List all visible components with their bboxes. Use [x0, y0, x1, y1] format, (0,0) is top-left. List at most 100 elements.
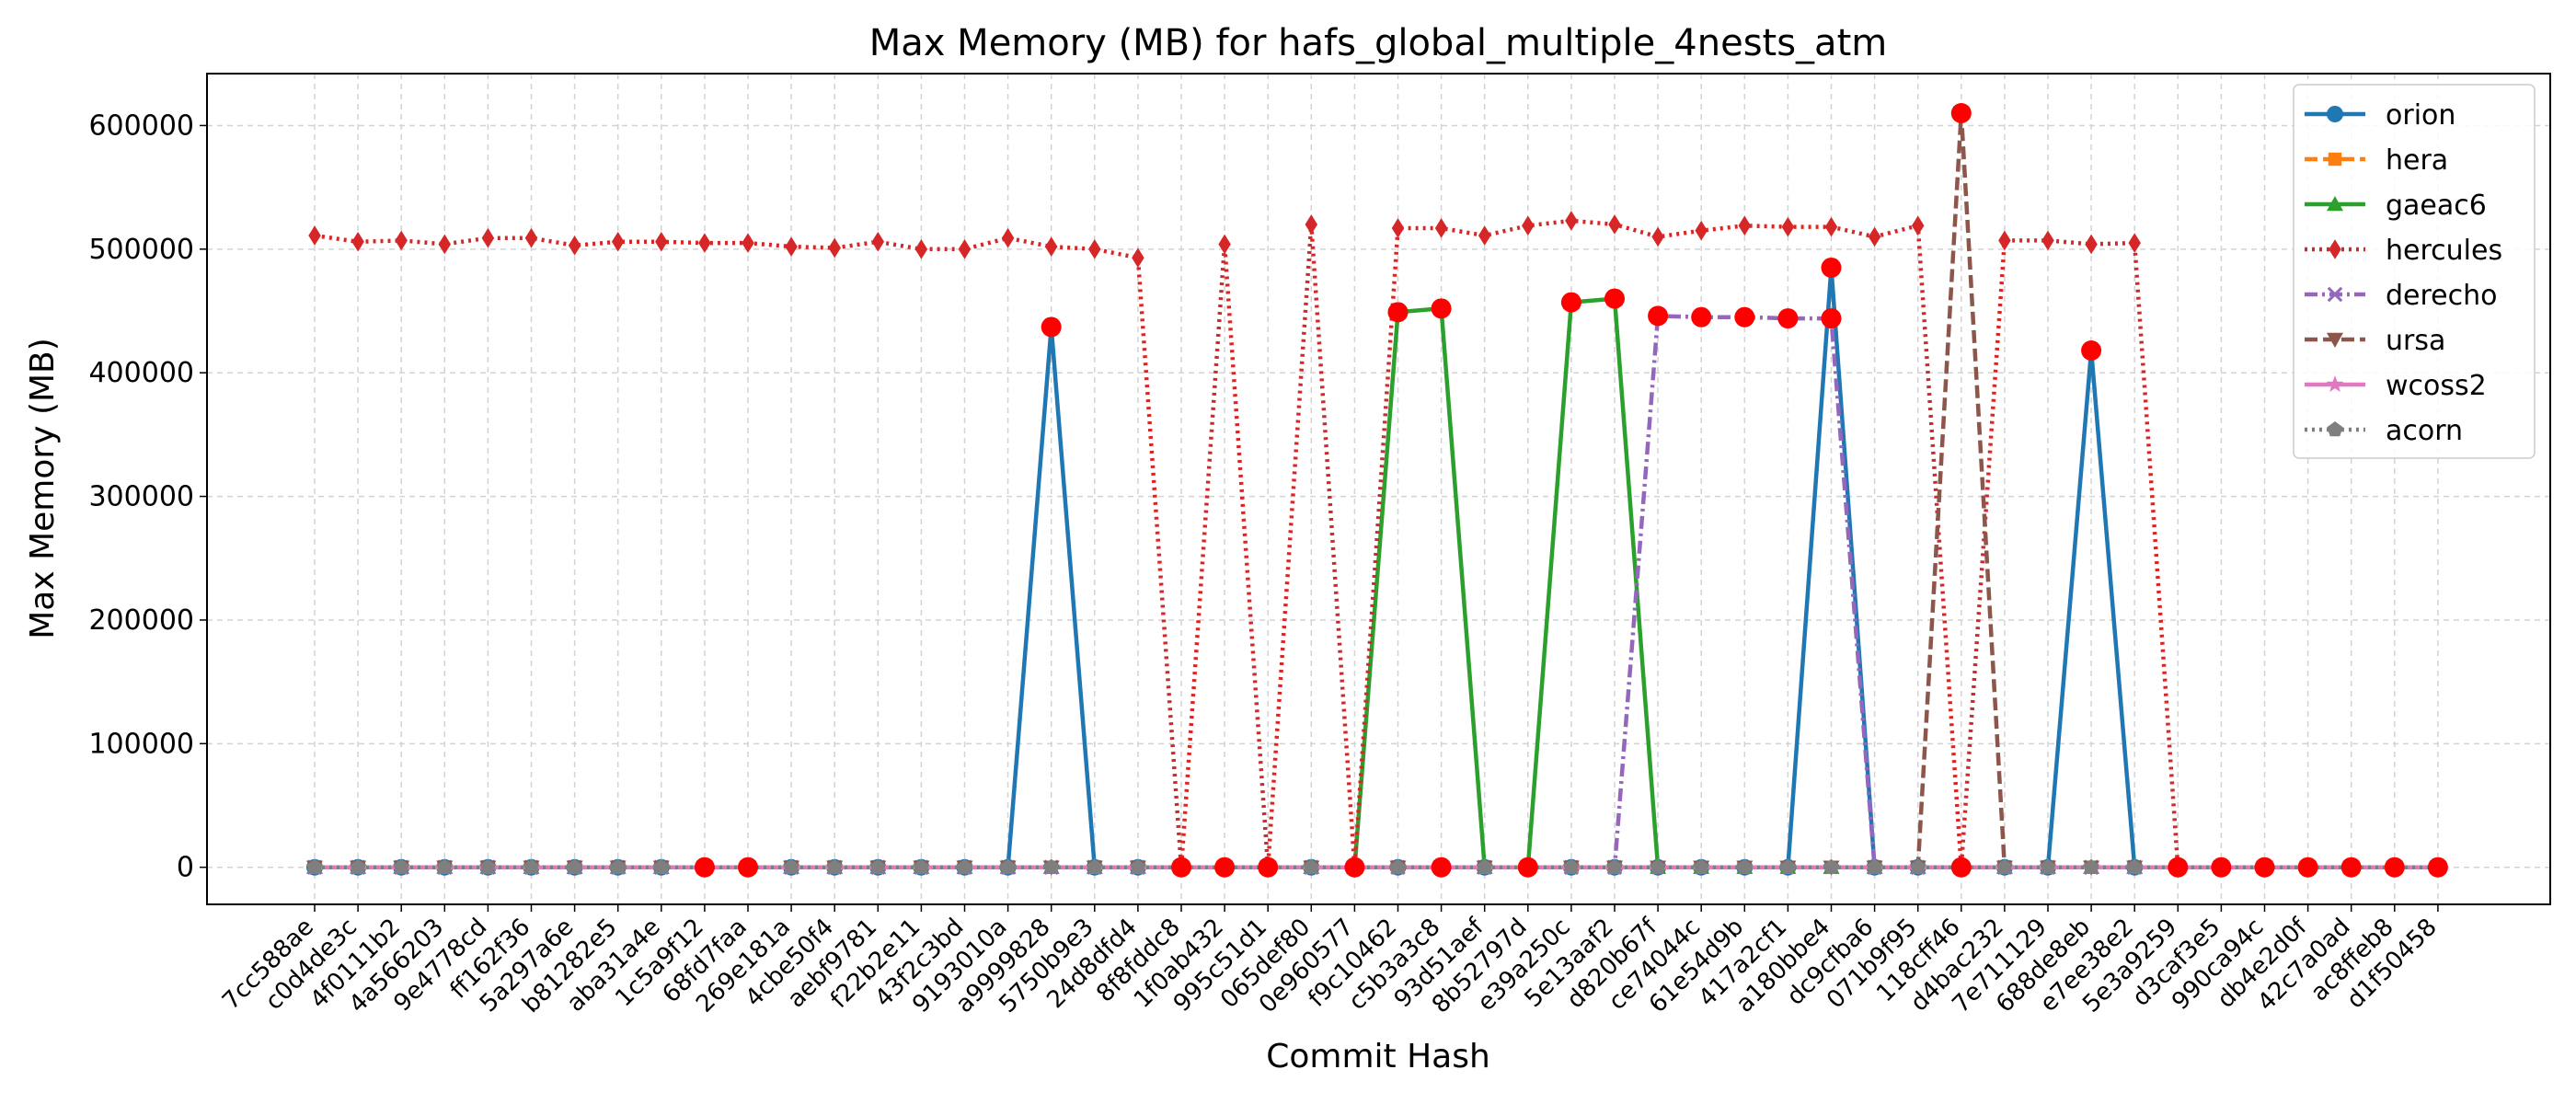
data-point	[2327, 286, 2343, 303]
highlight-point	[1950, 103, 1972, 123]
chart-title: Max Memory (MB) for hafs_global_multiple…	[869, 22, 1887, 64]
legend-item-gaeac6: gaeac6	[2305, 190, 2487, 222]
data-point	[1867, 858, 1883, 874]
highlight-point	[2427, 857, 2448, 878]
data-point	[1650, 858, 1666, 874]
data-point	[913, 858, 929, 874]
highlight-point	[1648, 305, 1669, 327]
y-tick-label: 100000	[88, 728, 194, 760]
highlight-point	[1950, 857, 1972, 878]
highlight-point	[1041, 316, 1062, 338]
legend-item-ursa: ursa	[2305, 325, 2445, 357]
highlight-point	[2384, 857, 2405, 878]
data-point	[1651, 226, 1664, 247]
data-point	[1478, 225, 1491, 246]
highlight-point	[2340, 857, 2362, 878]
data-point	[568, 235, 581, 256]
data-point	[2327, 332, 2343, 348]
data-point	[1823, 858, 1840, 874]
highlight-point	[1604, 288, 1625, 309]
highlight-layer	[694, 103, 2448, 878]
data-point	[308, 225, 321, 246]
data-point	[1911, 215, 1925, 236]
legend-label: derecho	[2386, 280, 2498, 312]
data-point	[653, 858, 670, 874]
data-point	[2126, 858, 2143, 874]
data-point	[871, 231, 885, 252]
highlight-point	[1258, 857, 1279, 878]
highlight-point	[1431, 857, 1452, 878]
data-point	[956, 858, 973, 874]
data-point	[1781, 216, 1795, 237]
highlight-point	[1777, 308, 1799, 329]
data-point	[1391, 218, 1405, 238]
legend-box	[2293, 84, 2536, 459]
data-point	[2083, 858, 2099, 874]
data-point	[1303, 858, 1319, 874]
data-point	[1001, 227, 1015, 248]
data-point	[567, 858, 583, 874]
y-tick-label: 0	[177, 852, 194, 884]
highlight-point	[1431, 298, 1452, 319]
highlight-point	[738, 857, 758, 878]
y-axis-label: Max Memory (MB)	[24, 338, 62, 639]
data-point	[395, 230, 408, 251]
plot-frame	[206, 73, 2551, 905]
data-point	[1738, 215, 1752, 236]
data-point	[1736, 858, 1753, 874]
data-point	[438, 234, 452, 255]
data-point	[869, 858, 886, 874]
data-point	[2040, 858, 2056, 874]
data-point	[1606, 858, 1623, 874]
data-point	[1000, 858, 1017, 874]
data-point	[785, 236, 798, 257]
data-point	[1693, 858, 1709, 874]
data-point	[436, 858, 453, 874]
legend-label: acorn	[2386, 415, 2463, 447]
data-point	[1389, 858, 1407, 874]
data-point	[2327, 196, 2343, 212]
highlight-point	[1214, 857, 1236, 878]
data-point	[1218, 234, 1231, 255]
series-hercules	[308, 211, 2444, 878]
highlight-point	[1517, 857, 1538, 878]
y-tick-label: 300000	[88, 481, 194, 513]
y-tick-label: 400000	[88, 357, 194, 389]
data-point	[1565, 211, 1578, 231]
legend-item-wcoss2: wcoss2	[2305, 370, 2487, 402]
data-point	[306, 858, 323, 874]
data-point	[1824, 216, 1838, 237]
data-point	[1910, 858, 1926, 874]
highlight-point	[2081, 340, 2102, 361]
legend-item-orion: orion	[2305, 99, 2455, 132]
data-point	[783, 858, 799, 874]
data-point	[350, 858, 366, 874]
data-point	[1130, 858, 1146, 874]
highlight-point	[2254, 857, 2275, 878]
data-point	[1998, 230, 2011, 251]
data-point	[351, 231, 364, 252]
data-point	[1087, 858, 1103, 874]
data-point	[698, 233, 711, 253]
data-point	[1434, 218, 1448, 238]
legend-item-hera: hera	[2305, 144, 2448, 177]
data-point	[523, 858, 540, 874]
data-point	[479, 858, 496, 874]
y-tick-label: 600000	[88, 109, 194, 142]
highlight-point	[1734, 306, 1755, 328]
data-point	[958, 239, 972, 259]
data-point	[611, 231, 625, 252]
data-point	[524, 227, 538, 248]
data-point	[1608, 214, 1621, 235]
data-point	[1305, 214, 1318, 235]
data-point	[1563, 858, 1580, 874]
data-point	[2329, 239, 2341, 259]
data-point	[1132, 247, 1144, 269]
data-point	[610, 858, 627, 874]
y-tick-label: 500000	[88, 234, 194, 266]
data-point	[826, 858, 843, 874]
data-point	[2327, 106, 2343, 122]
legend-item-acorn: acorn	[2305, 415, 2463, 447]
